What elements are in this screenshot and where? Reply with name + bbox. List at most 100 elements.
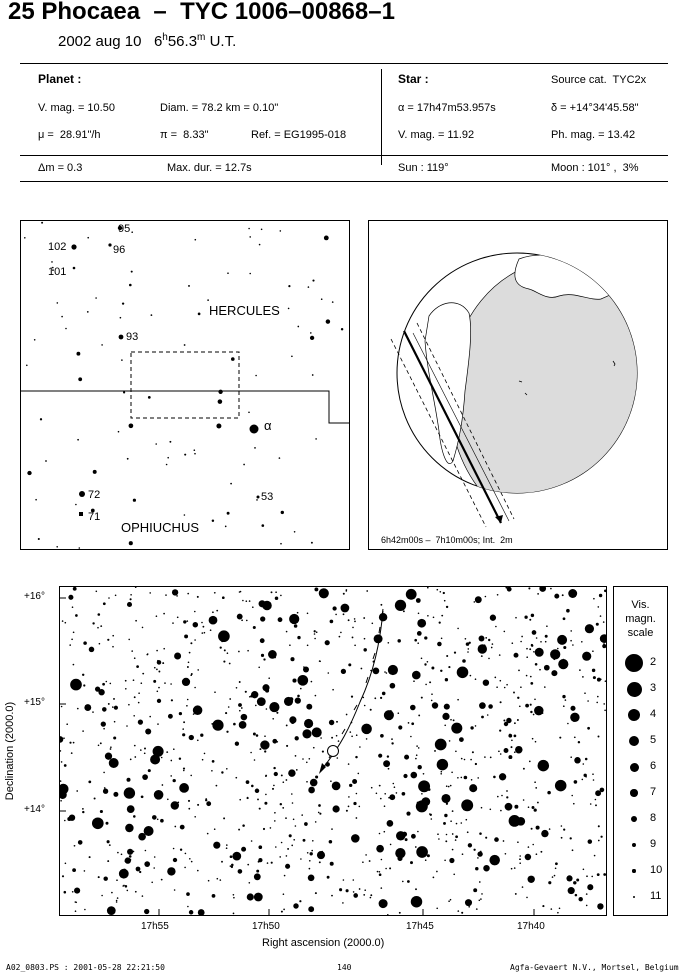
star-dot bbox=[201, 632, 204, 634]
finder-label-53: 53 bbox=[261, 491, 274, 503]
star-dot bbox=[140, 795, 144, 799]
star-dot bbox=[494, 676, 497, 679]
star-dot bbox=[126, 777, 131, 782]
star-dot bbox=[436, 758, 449, 771]
star-dot bbox=[178, 757, 182, 760]
star-dot bbox=[561, 594, 564, 597]
star-dot bbox=[232, 851, 242, 861]
star-dot bbox=[194, 610, 196, 613]
star-dot bbox=[455, 822, 458, 825]
star-dot bbox=[173, 889, 176, 891]
star-dot bbox=[582, 763, 585, 765]
star-dot bbox=[353, 618, 356, 620]
star-dot bbox=[150, 754, 161, 765]
star-dot bbox=[415, 754, 418, 756]
star-dot bbox=[179, 848, 183, 851]
star-dot bbox=[155, 443, 157, 445]
magscale-dot bbox=[630, 789, 638, 797]
star-dot bbox=[463, 758, 466, 761]
star-dot bbox=[537, 593, 539, 595]
star-dot bbox=[236, 613, 243, 620]
y-axis-label: Declination (2000.0) bbox=[4, 701, 16, 801]
star-dot bbox=[417, 642, 420, 644]
star-dot bbox=[274, 656, 276, 659]
star-dot bbox=[499, 679, 502, 682]
star-dot bbox=[308, 758, 311, 760]
star-dot bbox=[473, 601, 476, 603]
star-dot bbox=[568, 589, 578, 598]
star-dot bbox=[401, 791, 406, 796]
star-dot bbox=[310, 332, 312, 334]
star-dot bbox=[72, 741, 75, 744]
star-dot bbox=[352, 779, 358, 784]
star-dot bbox=[51, 261, 53, 263]
star-dot bbox=[299, 900, 302, 903]
star-dot bbox=[451, 833, 454, 835]
star-dot bbox=[389, 794, 396, 801]
star-dot bbox=[592, 650, 594, 652]
star-dot bbox=[64, 862, 67, 865]
star-dot bbox=[202, 625, 205, 628]
star-dot bbox=[504, 853, 507, 855]
star-dot bbox=[531, 806, 535, 809]
star-dot bbox=[24, 237, 26, 239]
star-dot bbox=[500, 809, 502, 812]
star-dot bbox=[179, 783, 189, 793]
star-dot bbox=[121, 302, 125, 305]
star-dot bbox=[467, 648, 470, 650]
star-95-marker bbox=[117, 225, 123, 231]
star-dot bbox=[574, 757, 581, 764]
star-dot bbox=[214, 691, 216, 693]
shadow-path-edge bbox=[412, 332, 510, 522]
star-dot bbox=[172, 778, 176, 783]
star-dot bbox=[254, 447, 256, 449]
star-dot bbox=[387, 767, 390, 770]
star-dot bbox=[328, 719, 335, 726]
star-dot bbox=[182, 728, 184, 730]
star-dot bbox=[478, 881, 481, 883]
finder-chart-canvas bbox=[21, 221, 349, 549]
star-dot bbox=[330, 780, 332, 782]
star-dot bbox=[196, 595, 199, 598]
star-dot bbox=[315, 631, 318, 633]
star-dot bbox=[156, 818, 159, 821]
star-dot bbox=[187, 661, 190, 664]
star-dot bbox=[480, 806, 483, 809]
star-dot bbox=[304, 718, 314, 729]
star-dot bbox=[362, 861, 364, 863]
star-dot bbox=[258, 807, 261, 810]
star-dot bbox=[309, 335, 315, 341]
star-dot bbox=[52, 269, 54, 271]
star-dot bbox=[335, 734, 338, 737]
star-dot bbox=[474, 596, 482, 604]
star-dot bbox=[436, 588, 439, 591]
star-dot bbox=[387, 914, 389, 915]
magscale-value: 2 bbox=[650, 656, 657, 668]
star-dot bbox=[280, 542, 282, 545]
star-dot bbox=[534, 698, 536, 701]
star-dot bbox=[149, 715, 151, 718]
star-dot bbox=[76, 790, 79, 792]
star-dot bbox=[328, 839, 333, 844]
star-dot bbox=[302, 758, 304, 760]
star-dot bbox=[478, 899, 481, 902]
magscale-value: 11 bbox=[650, 890, 662, 902]
star-dot bbox=[276, 741, 279, 743]
star-dot bbox=[213, 591, 216, 594]
star-71-marker bbox=[79, 512, 83, 516]
star-dot bbox=[116, 897, 119, 899]
star-dot bbox=[431, 702, 439, 709]
star-dot bbox=[400, 849, 403, 852]
star-dot bbox=[366, 590, 369, 592]
star-dot bbox=[112, 706, 114, 708]
planet-diameter: Diam. = 78.2 km = 0.10" bbox=[160, 102, 279, 114]
star-dot bbox=[128, 423, 134, 429]
star-dot bbox=[256, 697, 266, 707]
star-dot bbox=[183, 344, 186, 346]
star-dot bbox=[336, 757, 339, 759]
star-dot bbox=[467, 843, 473, 848]
star-dot bbox=[598, 593, 603, 598]
star-dot bbox=[158, 686, 160, 689]
finder-star-field bbox=[24, 221, 344, 549]
star-dot bbox=[75, 503, 77, 506]
